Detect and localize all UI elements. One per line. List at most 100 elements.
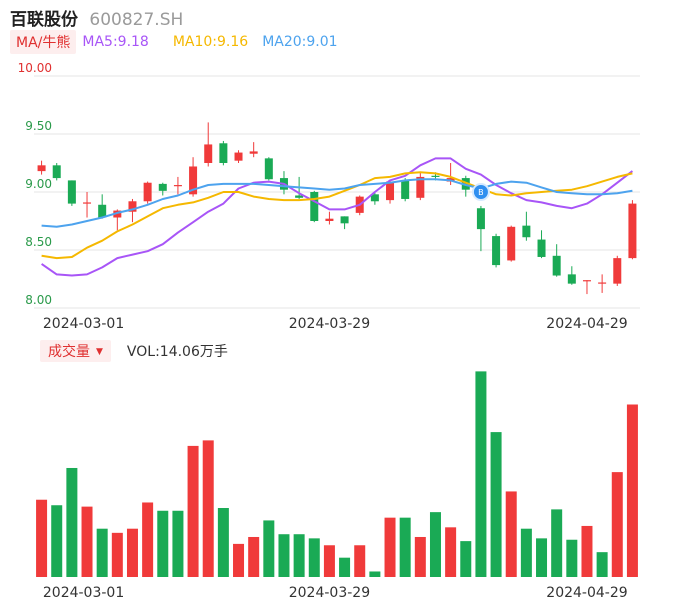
volume-bar — [202, 440, 214, 577]
ma5-line — [41, 157, 634, 277]
volume-bar — [96, 528, 108, 577]
caret-down-icon: ▼ — [96, 347, 103, 357]
volume-bar — [611, 472, 623, 577]
candle — [386, 180, 395, 204]
ma-toggle-button[interactable]: MA/牛熊 — [10, 30, 77, 54]
candle — [461, 175, 470, 197]
volume-bar — [126, 528, 138, 577]
ma10-value: MA10:9.16 — [172, 34, 249, 50]
candle — [507, 225, 516, 262]
candle-body — [83, 202, 92, 204]
volume-bar — [142, 502, 154, 577]
candle-body — [431, 175, 440, 177]
volume-dropdown-button[interactable]: 成交量 ▼ — [40, 340, 111, 362]
candle-body — [113, 210, 122, 218]
ma5-value: MA5:9.18 — [82, 34, 149, 50]
candle-body — [98, 204, 107, 218]
volume-bar — [551, 509, 563, 577]
candle-body — [295, 195, 304, 198]
y-tick-label: 9.50 — [25, 119, 52, 133]
volume-bar — [460, 541, 472, 577]
candle-body — [628, 203, 637, 259]
candle — [37, 160, 46, 175]
candle — [128, 198, 137, 223]
candle-body — [401, 180, 410, 199]
volume-bar — [263, 520, 275, 577]
candle — [173, 176, 182, 195]
volume-bar — [278, 534, 290, 577]
stock-name: 百联股份 — [10, 10, 78, 30]
candle-body — [204, 144, 213, 163]
candle — [264, 157, 273, 181]
candle — [158, 182, 167, 196]
y-tick-label: 9.00 — [25, 177, 52, 191]
candle-body — [370, 194, 379, 202]
y-tick-label: 8.50 — [25, 235, 52, 249]
x-tick-label: 2024-04-29 — [546, 316, 627, 332]
volume-bar — [490, 432, 502, 577]
candle-body — [249, 151, 258, 154]
volume-bar — [596, 552, 608, 577]
candle-body — [582, 280, 591, 282]
candle-body — [461, 178, 470, 190]
candle — [67, 180, 76, 206]
candle-body — [340, 216, 349, 224]
volume-bar — [384, 517, 396, 577]
volume-button-label: 成交量 — [48, 344, 90, 360]
volume-bar — [475, 371, 487, 577]
candle-body — [492, 236, 501, 266]
candle-body — [613, 258, 622, 284]
candle-body — [537, 239, 546, 257]
candle — [416, 172, 425, 201]
candle-body — [552, 255, 561, 276]
ma-legend: MA/牛熊 MA5:9.18 MA10:9.16 MA20:9.01 — [10, 30, 338, 54]
volume-x-tick-label: 2024-03-01 — [43, 585, 124, 601]
buy-marker-icon — [471, 183, 490, 201]
candle — [325, 211, 334, 225]
x-tick-label: 2024-03-29 — [289, 316, 370, 332]
candle-body — [143, 182, 152, 202]
volume-bar — [369, 571, 381, 577]
volume-bar — [66, 467, 78, 577]
volume-bar — [187, 445, 199, 577]
candle-body — [522, 225, 531, 238]
volume-bar — [445, 527, 457, 577]
candle-body — [128, 201, 137, 212]
volume-legend: 成交量 ▼ VOL:14.06万手 — [40, 340, 228, 362]
volume-bar — [248, 536, 260, 577]
candle — [98, 194, 107, 219]
volume-bar — [233, 543, 245, 577]
volume-bar — [111, 532, 123, 577]
volume-bar — [217, 508, 229, 577]
volume-bar — [157, 510, 169, 577]
candle — [598, 274, 607, 293]
volume-bar — [323, 545, 335, 577]
candle-body — [386, 181, 395, 201]
candle — [204, 122, 213, 167]
candle — [628, 200, 637, 260]
ma20-line — [41, 178, 633, 228]
volume-bar — [51, 505, 63, 577]
candle — [219, 140, 228, 166]
volume-bar — [429, 512, 441, 577]
volume-bar — [354, 545, 366, 577]
candle — [537, 230, 546, 259]
stock-code: 600827.SH — [89, 10, 184, 30]
candle — [613, 255, 622, 286]
volume-bar — [505, 491, 517, 577]
volume-bar — [172, 510, 184, 577]
candle-body — [598, 282, 607, 284]
x-tick-label: 2024-03-01 — [43, 316, 124, 332]
volume-bar — [308, 538, 320, 577]
volume-bar — [581, 525, 593, 577]
volume-bar — [536, 538, 548, 577]
candle-body — [567, 274, 576, 284]
volume-bar — [399, 517, 411, 577]
stock-title: 百联股份 600827.SH — [10, 5, 183, 30]
y-tick-label: 10.00 — [18, 61, 52, 75]
candle-body — [219, 143, 228, 163]
buy-marker-label: B — [478, 188, 484, 197]
candle — [370, 192, 379, 205]
volume-bar — [626, 404, 638, 577]
